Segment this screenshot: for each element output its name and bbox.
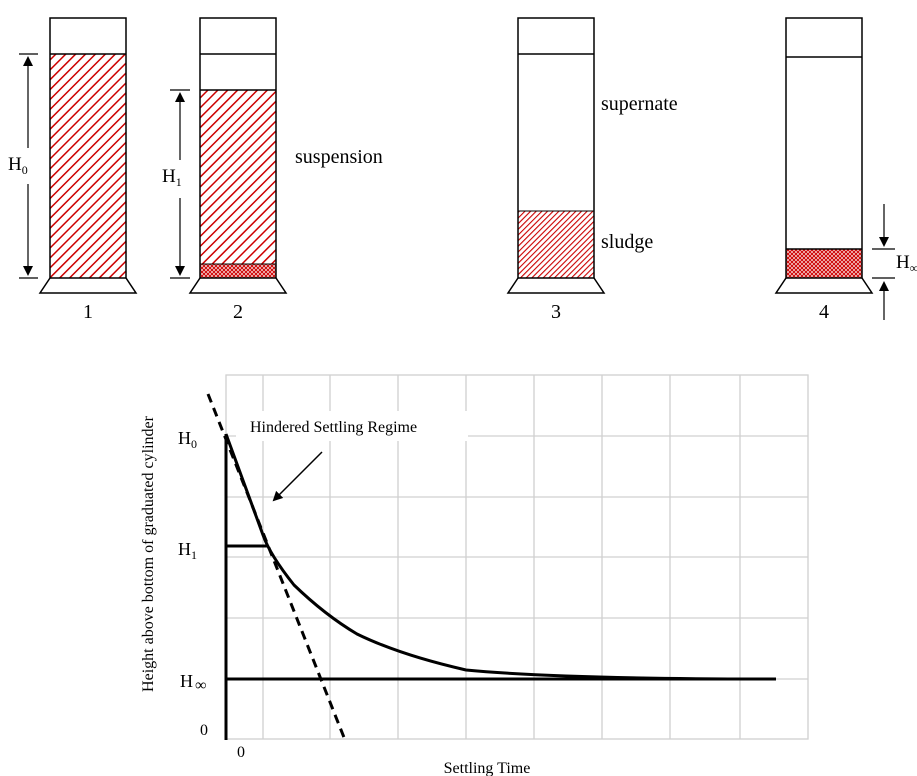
cylinder-1: H0 1 <box>8 17 138 323</box>
y-tick-zero: 0 <box>200 722 208 739</box>
annotation-box <box>236 411 468 441</box>
x-origin-label: 0 <box>237 744 245 761</box>
cylinder-2: H1 suspension 2 <box>162 17 383 323</box>
cylinder-body <box>49 17 127 279</box>
sludge-label: sludge <box>601 231 653 253</box>
hindered-settling-tangent <box>206 393 347 741</box>
cylinder-base <box>188 277 288 294</box>
cylinder-body <box>199 17 277 279</box>
cylinder-number: 1 <box>83 301 93 323</box>
height-label-hinf: H∞ <box>896 252 917 275</box>
annotation-label: Hindered Settling Regime <box>250 419 417 436</box>
sludge-zone <box>518 211 594 278</box>
height-label-h0: H0 <box>8 154 28 177</box>
sludge-zone <box>200 264 276 278</box>
x-axis-title: Settling Time <box>444 760 531 776</box>
height-label-h1: H1 <box>162 166 182 189</box>
cylinder-base <box>774 277 874 294</box>
y-axis-title: Height above bottom of graduated cylinde… <box>140 415 157 692</box>
y-tick-hinf: H ∞ <box>180 671 206 694</box>
settling-graph: Hindered Settling Regime H0 H1 H ∞ 0 0 Se… <box>140 374 809 776</box>
cylinder-number: 4 <box>819 301 829 323</box>
y-tick-h0: H0 <box>178 428 197 451</box>
cylinder-body <box>517 17 595 279</box>
cylinder-base <box>506 277 606 294</box>
cylinder-base <box>38 277 138 294</box>
sludge-zone <box>786 249 862 278</box>
settling-curve <box>224 433 776 681</box>
cylinder-4: H∞ 4 <box>774 17 917 323</box>
cylinder-number: 3 <box>551 301 561 323</box>
y-tick-h1: H1 <box>178 539 197 562</box>
cylinder-body <box>785 17 863 279</box>
suspension-zone <box>50 54 126 278</box>
suspension-zone <box>200 90 276 264</box>
cylinder-3: supernate sludge 3 <box>506 17 678 323</box>
supernate-label: supernate <box>601 93 678 115</box>
annotation-arrow <box>272 451 323 502</box>
suspension-label: suspension <box>295 146 383 168</box>
cylinder-number: 2 <box>233 301 243 323</box>
